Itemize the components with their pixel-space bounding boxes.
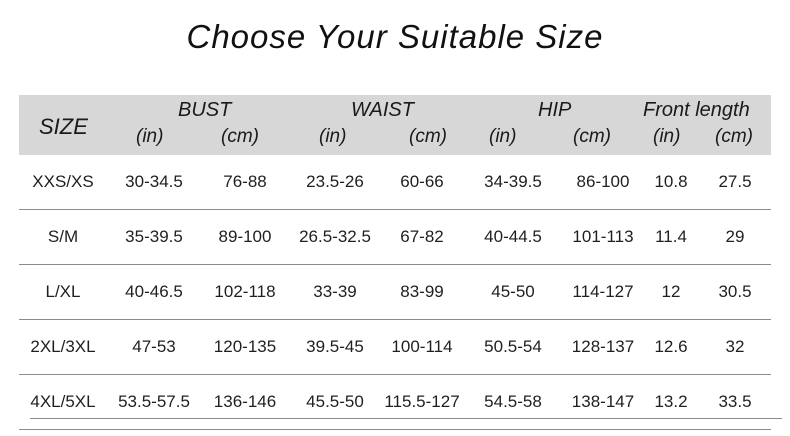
header-front-length: Front length xyxy=(643,99,750,121)
table-cell: 10.8 xyxy=(654,172,688,191)
table-cell: 13.2 xyxy=(654,392,688,411)
table-cell: 23.5-26 xyxy=(306,172,364,191)
header-unit: (cm) xyxy=(221,126,259,147)
table-cell: 33.5 xyxy=(718,392,752,411)
size-label: S/M xyxy=(47,227,79,246)
size-chart-table: SIZE BUST WAIST HIP Front length (in) (c… xyxy=(19,95,771,430)
table-cell: 60-66 xyxy=(400,172,444,191)
table-cell: 34-39.5 xyxy=(484,172,542,191)
table-cell: 53.5-57.5 xyxy=(118,392,190,411)
table-cell: 100-114 xyxy=(391,337,453,356)
size-label: L/XL xyxy=(45,282,81,301)
table-cell: 120-135 xyxy=(213,337,277,356)
table-cell: 40-46.5 xyxy=(125,282,183,301)
table-cell: 12.6 xyxy=(654,337,688,356)
table-cell: 101-113 xyxy=(572,227,634,246)
table-cell: 11.4 xyxy=(655,227,687,246)
table-bottom-divider xyxy=(30,418,782,419)
table-cell: 35-39.5 xyxy=(125,227,183,246)
page-title: Choose Your Suitable Size xyxy=(186,18,604,55)
table-cell: 45.5-50 xyxy=(306,392,364,411)
table-row: XXS/XS 30-34.5 76-88 23.5-26 60-66 34-39.5 86-… xyxy=(19,155,771,210)
table-row: S/M 35-39.5 89-100 26.5-32.5 67-82 40-44.5 101… xyxy=(19,210,771,265)
table-cell: 114-127 xyxy=(572,282,634,301)
table-cell: 50.5-54 xyxy=(484,337,542,356)
table-header: SIZE BUST WAIST HIP Front length (in) (c… xyxy=(19,95,771,155)
table-cell: 45-50 xyxy=(491,282,535,301)
table-row: 2XL/3XL 47-53 120-135 39.5-45 100-114 50.5-54… xyxy=(19,320,771,375)
header-unit: (in) xyxy=(489,126,517,147)
table-cell: 136-146 xyxy=(213,392,277,411)
table-cell: 26.5-32.5 xyxy=(299,227,371,246)
table-cell: 76-88 xyxy=(223,172,267,191)
table-cell: 12 xyxy=(661,282,681,301)
header-hip: HIP xyxy=(538,99,572,121)
table-cell: 128-137 xyxy=(571,337,635,356)
header-unit: (in) xyxy=(653,126,681,147)
header-unit: (cm) xyxy=(573,126,611,147)
table-cell: 40-44.5 xyxy=(484,227,542,246)
table-cell: 29 xyxy=(725,227,745,246)
table-cell: 47-53 xyxy=(132,337,176,356)
table-cell: 32 xyxy=(725,337,745,356)
table-cell: 33-39 xyxy=(313,282,357,301)
table-cell: 39.5-45 xyxy=(306,337,364,356)
table-cell: 138-147 xyxy=(571,392,635,411)
header-bust: BUST xyxy=(178,99,232,121)
table-cell: 89-100 xyxy=(218,227,272,246)
header-unit: (cm) xyxy=(409,126,447,147)
size-label: XXS/XS xyxy=(32,172,94,191)
table-cell: 67-82 xyxy=(400,227,444,246)
table-cell: 115.5-127 xyxy=(384,392,460,411)
table-row: 4XL/5XL 53.5-57.5 136-146 45.5-50 115.5-127 5… xyxy=(19,375,771,430)
table-cell: 30.5 xyxy=(718,282,752,301)
header-unit: (in) xyxy=(136,126,164,147)
size-label: 4XL/5XL xyxy=(30,392,96,411)
header-unit: (cm) xyxy=(715,126,753,147)
size-label: 2XL/3XL xyxy=(30,337,96,356)
header-size: SIZE xyxy=(39,114,88,139)
table-cell: 27.5 xyxy=(718,172,752,191)
table-cell: 30-34.5 xyxy=(125,172,183,191)
header-waist: WAIST xyxy=(351,99,414,121)
table-cell: 54.5-58 xyxy=(484,392,542,411)
table-cell: 86-100 xyxy=(576,172,630,191)
table-cell: 83-99 xyxy=(400,282,444,301)
table-row: L/XL 40-46.5 102-118 33-39 83-99 45-50 114-127… xyxy=(19,265,771,320)
header-unit: (in) xyxy=(319,126,347,147)
table-cell: 102-118 xyxy=(214,282,276,301)
